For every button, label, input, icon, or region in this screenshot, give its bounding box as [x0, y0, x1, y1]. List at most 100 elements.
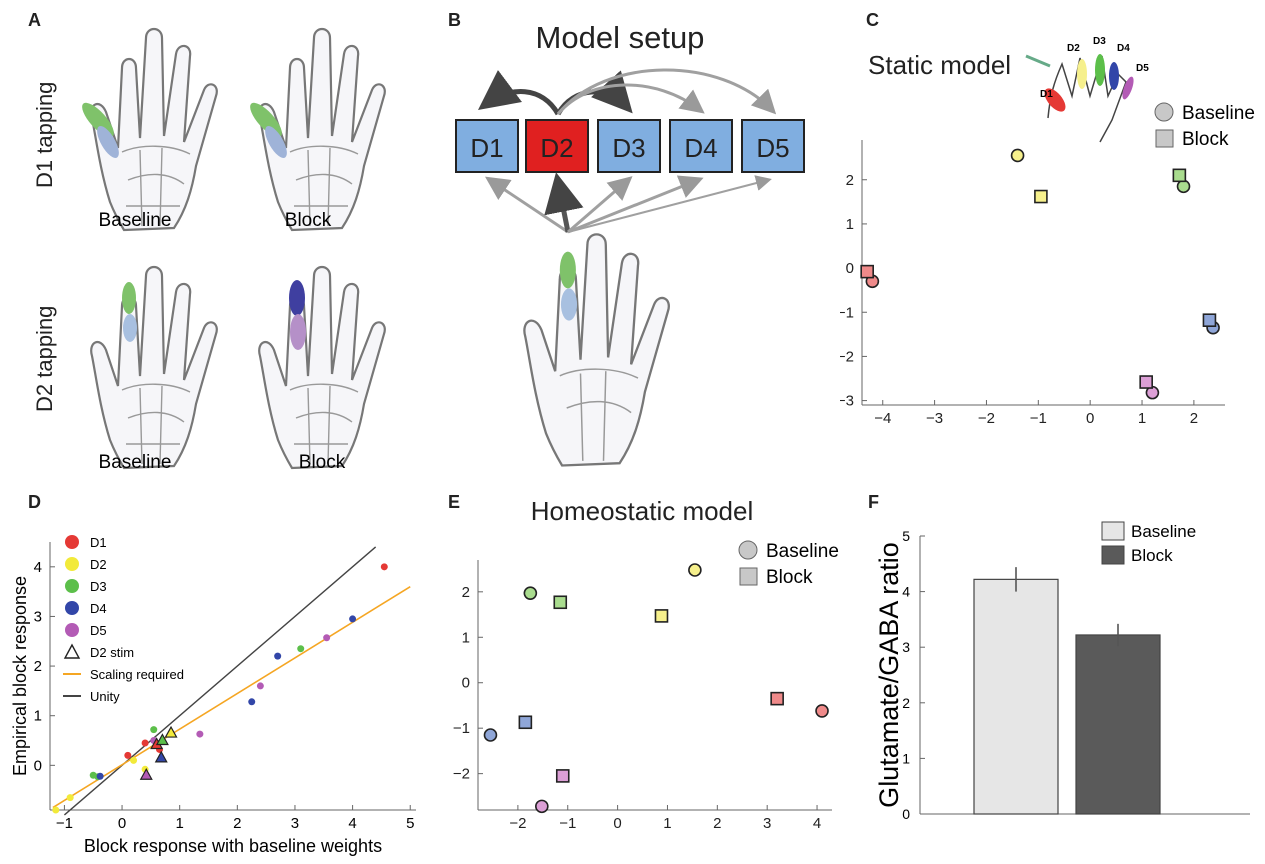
legend-block-square [1155, 129, 1174, 148]
hand-inset: D1 D2 D3 D4 D5 [1025, 36, 1149, 143]
d-x-tick-label: 4 [348, 815, 356, 832]
panel-f-label: F [868, 492, 879, 512]
static-y-tick-label: −2 [840, 348, 854, 365]
inset-label-d3: D3 [1093, 36, 1106, 47]
static-y-tick-label: 1 [846, 216, 854, 233]
d-data-point [130, 756, 138, 764]
static-x-tick-label: 2 [1190, 410, 1198, 427]
static-y-tick-label: −3 [840, 393, 854, 410]
d-legend-marker [63, 643, 81, 659]
hand-model [523, 233, 670, 467]
caption-d1-block: Block [285, 210, 332, 231]
d-y-tick-label: 3 [34, 608, 42, 625]
f-legend-label: Baseline [1131, 522, 1196, 541]
legend-block-label: Block [1182, 129, 1229, 150]
f-y-tick-label: 1 [902, 750, 910, 766]
d-x-axis-label: Block response with baseline weights [84, 836, 382, 856]
f-y-tick-label: 0 [902, 806, 910, 822]
static-y-tick-label: 2 [846, 172, 854, 189]
d-y-tick-label: 0 [34, 757, 42, 774]
hand-d2-baseline [90, 265, 218, 470]
box-d2-label: D2 [540, 133, 573, 163]
panel-c: C Static model D1 D2 D3 D4 D5 Baseline B… [837, 0, 1265, 480]
d-legend-marker [65, 557, 79, 571]
d-data-point [323, 634, 331, 642]
panel-a-label: A [28, 10, 41, 30]
d-data-point [52, 806, 60, 814]
d-data-point [124, 751, 132, 759]
d-x-tick-label: 1 [176, 815, 184, 832]
homeostatic-y-tick-label: −2 [453, 766, 470, 783]
legend-baseline-label: Baseline [1182, 103, 1255, 124]
box-d2 [525, 119, 589, 173]
f-bar [1075, 634, 1161, 815]
f-y-axis-label: Glutamate/GABA ratio [874, 542, 904, 808]
panel-c-label: C [866, 10, 879, 30]
caption-d1-baseline: Baseline [99, 210, 172, 231]
panel-e: E Homeostatic model Baseline Block −2 −1 0… [430, 480, 840, 859]
row-label-d2-tapping: D2 tapping [32, 306, 57, 412]
legend-block-label: Block [766, 567, 813, 588]
d-legend-label: D4 [90, 601, 107, 616]
homeostatic-x-tick-label: 1 [663, 815, 671, 832]
static-x-tick-label: −4 [874, 410, 891, 427]
panel-d-label: D [28, 492, 41, 512]
d-x-tick-label: −1 [56, 815, 73, 832]
d-legend-marker [65, 623, 79, 637]
homeostatic-baseline-point [483, 728, 498, 742]
homeostatic-y-tick-label: 1 [462, 629, 470, 646]
d-data-point [96, 772, 104, 780]
d-y-tick-label: 4 [34, 559, 42, 576]
static-block-point [1172, 168, 1187, 183]
static-baseline-point [1010, 148, 1025, 163]
legend-baseline-label: Baseline [766, 541, 839, 562]
d-stim-point [164, 725, 178, 738]
homeostatic-block-point [518, 715, 533, 730]
d-data-point [150, 726, 158, 734]
digit-boxes: D1 D2 D3 D4 D5 [455, 119, 805, 173]
d-x-tick-label: 5 [406, 815, 414, 832]
homeostatic-x-tick-label: −1 [559, 815, 576, 832]
d-legend-label: Scaling required [90, 667, 184, 682]
caption-d2-block: Block [299, 452, 346, 473]
d-data-point [141, 739, 149, 747]
panel-a: A D1 tapping D2 tapping [0, 0, 430, 480]
f-y-tick-label: 5 [902, 528, 910, 544]
panel-e-label: E [448, 492, 461, 512]
static-model-chart: Static model D1 D2 D3 D4 D5 Baseline Blo… [837, 36, 1255, 427]
box-d4 [669, 119, 733, 173]
homeostatic-baseline-point [523, 586, 538, 600]
homeostatic-y-tick-label: −1 [453, 720, 470, 737]
d-data-point [380, 563, 388, 571]
static-x-tick-label: −2 [978, 410, 995, 427]
legend-baseline-circle [1154, 102, 1174, 122]
legend-baseline-circle [738, 540, 758, 560]
d-data-point [248, 698, 256, 706]
homeostatic-x-tick-label: −2 [509, 815, 526, 832]
box-d1-label: D1 [470, 133, 503, 163]
unity-line [63, 546, 377, 816]
static-block-point [860, 264, 874, 279]
d-data-point [349, 615, 357, 623]
d-y-tick-label: 2 [34, 658, 42, 675]
hand-d1-block [250, 27, 386, 232]
homeostatic-y-tick-label: 0 [462, 675, 470, 692]
d-legend-marker [65, 535, 79, 549]
f-y-tick-label: 4 [902, 584, 910, 600]
static-block-point [1034, 189, 1048, 204]
inset-label-d4: D4 [1117, 43, 1130, 54]
d-data-point [274, 652, 282, 660]
box-d3 [597, 119, 661, 173]
homeostatic-block-point [555, 769, 570, 783]
f-y-tick-label: 3 [902, 639, 910, 655]
homeostatic-block-point [654, 609, 669, 623]
d-legend-label: Unity [90, 689, 120, 704]
panel-d: D −1 0 1 2 3 4 5 0 1 2 3 4 Block response with basel… [0, 480, 430, 859]
f-y-tick-label: 2 [902, 695, 910, 711]
static-block-point [1139, 375, 1153, 389]
inset-label-d1: D1 [1040, 89, 1053, 100]
panel-b-label: B [448, 10, 461, 30]
caption-d2-baseline: Baseline [99, 452, 172, 473]
scaling-line [52, 585, 411, 809]
box-d3-label: D3 [612, 133, 645, 163]
